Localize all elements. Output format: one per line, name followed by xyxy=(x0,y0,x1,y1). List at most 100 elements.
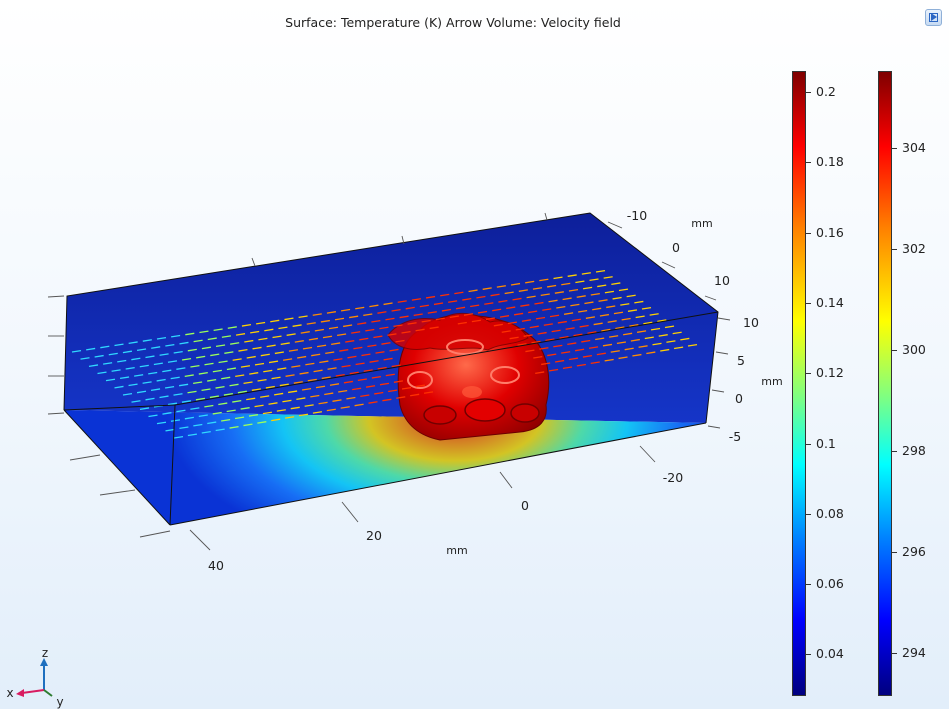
velocity-arrow xyxy=(312,313,322,316)
velocity-arrow xyxy=(150,388,161,391)
plot-title: Surface: Temperature (K) Arrow Volume: V… xyxy=(285,15,621,30)
velocity-arrow xyxy=(319,360,329,364)
velocity-arrow xyxy=(193,339,203,343)
floor-surface xyxy=(64,410,706,525)
velocity-arrow xyxy=(212,369,222,373)
velocity-arrow xyxy=(201,388,211,392)
velocity-arrow xyxy=(351,331,361,334)
velocity-arrow xyxy=(280,342,290,345)
velocity-colorbar-label: 0.12 xyxy=(816,365,844,381)
velocity-arrow xyxy=(387,333,397,336)
velocity-arrow xyxy=(582,286,593,290)
velocity-arrow xyxy=(327,367,337,370)
velocity-arrow xyxy=(88,364,99,367)
velocity-arrow xyxy=(148,371,158,375)
velocity-arrow xyxy=(636,330,647,333)
velocity-arrow xyxy=(334,317,345,321)
velocity-arrow xyxy=(597,284,607,288)
velocity-arrow xyxy=(248,414,259,417)
velocity-arrow xyxy=(176,409,186,413)
velocity-arrow xyxy=(393,380,404,383)
velocity-arrow xyxy=(171,334,181,338)
velocity-arrow xyxy=(553,344,563,348)
velocity-arrow xyxy=(561,282,571,286)
velocity-arrow xyxy=(190,365,200,368)
velocity-arrow xyxy=(346,396,356,400)
velocity-arrow xyxy=(587,331,597,334)
velocity-colorbar-label: 0.16 xyxy=(816,224,844,240)
velocity-arrow xyxy=(306,322,316,325)
velocity-arrow xyxy=(520,304,530,307)
velocity-arrow xyxy=(634,300,644,304)
velocity-arrow xyxy=(257,421,267,424)
velocity-arrow xyxy=(287,390,298,394)
velocity-arrow xyxy=(215,428,225,432)
velocity-colorbar-label: 0.2 xyxy=(816,84,836,99)
velocity-arrow xyxy=(528,310,538,314)
velocity-arrow xyxy=(607,320,617,323)
velocity-arrow xyxy=(353,346,363,350)
velocity-arrow xyxy=(476,295,486,299)
graphics-window-icon[interactable] xyxy=(925,9,942,26)
velocity-arrow xyxy=(159,353,169,356)
velocity-arrow xyxy=(547,284,557,288)
velocity-arrow xyxy=(254,362,265,366)
velocity-arrow xyxy=(512,297,522,301)
velocity-arrow xyxy=(593,322,603,326)
velocity-arrow xyxy=(652,342,662,346)
temperature-colorbar-tick xyxy=(892,148,897,149)
velocity-arrow xyxy=(235,374,245,378)
velocity-arrow xyxy=(554,291,564,294)
velocity-arrow xyxy=(230,342,240,345)
velocity-arrow xyxy=(613,311,624,315)
velocity-arrow xyxy=(548,368,559,372)
velocity-arrow xyxy=(341,364,351,368)
velocity-arrow xyxy=(292,324,302,327)
velocity-arrow xyxy=(198,372,208,375)
velocity-arrow xyxy=(201,430,211,434)
y-tick-label: 10 xyxy=(714,273,730,288)
velocity-colorbar-tick xyxy=(806,513,811,515)
velocity-arrow xyxy=(575,348,585,352)
velocity-arrow xyxy=(399,315,409,319)
velocity-arrow xyxy=(80,357,90,360)
velocity-arrow xyxy=(539,347,549,350)
velocity-arrow xyxy=(565,327,575,330)
velocity-arrow xyxy=(162,369,172,373)
velocity-arrow xyxy=(419,304,429,308)
velocity-arrow xyxy=(234,416,245,420)
velocity-arrow xyxy=(282,399,292,403)
velocity-arrow xyxy=(326,311,337,314)
velocity-arrow xyxy=(355,306,365,310)
velocity-arrow xyxy=(148,414,158,418)
velocity-arrow xyxy=(570,303,580,307)
velocity-arrow xyxy=(602,343,613,347)
velocity-arrow xyxy=(660,348,670,352)
velocity-arrow xyxy=(590,361,600,365)
velocity-colorbar-label: 0.14 xyxy=(816,294,844,310)
velocity-arrow xyxy=(506,306,516,310)
velocity-arrow xyxy=(567,342,577,345)
velocity-arrow xyxy=(339,349,349,352)
velocity-arrow xyxy=(561,351,571,354)
velocity-arrow xyxy=(237,390,247,394)
velocity-arrow xyxy=(246,397,256,401)
velocity-colorbar-tick xyxy=(806,654,811,656)
velocity-arrow xyxy=(134,374,144,377)
velocity-arrow xyxy=(596,352,606,356)
velocity-arrow xyxy=(240,407,250,410)
velocity-arrow xyxy=(264,328,274,332)
velocity-arrow xyxy=(288,349,299,352)
velocity-arrow xyxy=(666,340,676,343)
velocity-arrow xyxy=(195,397,206,401)
triad-x-label: x xyxy=(6,686,13,700)
velocity-arrow xyxy=(371,375,381,379)
triad-y-label: y xyxy=(56,695,63,709)
velocity-arrow xyxy=(590,292,600,296)
velocity-arrow xyxy=(257,378,267,382)
velocity-arrow xyxy=(562,297,572,301)
velocity-arrow xyxy=(332,399,342,402)
velocity-arrow xyxy=(343,380,354,384)
axis-tick-marks xyxy=(47,212,731,551)
